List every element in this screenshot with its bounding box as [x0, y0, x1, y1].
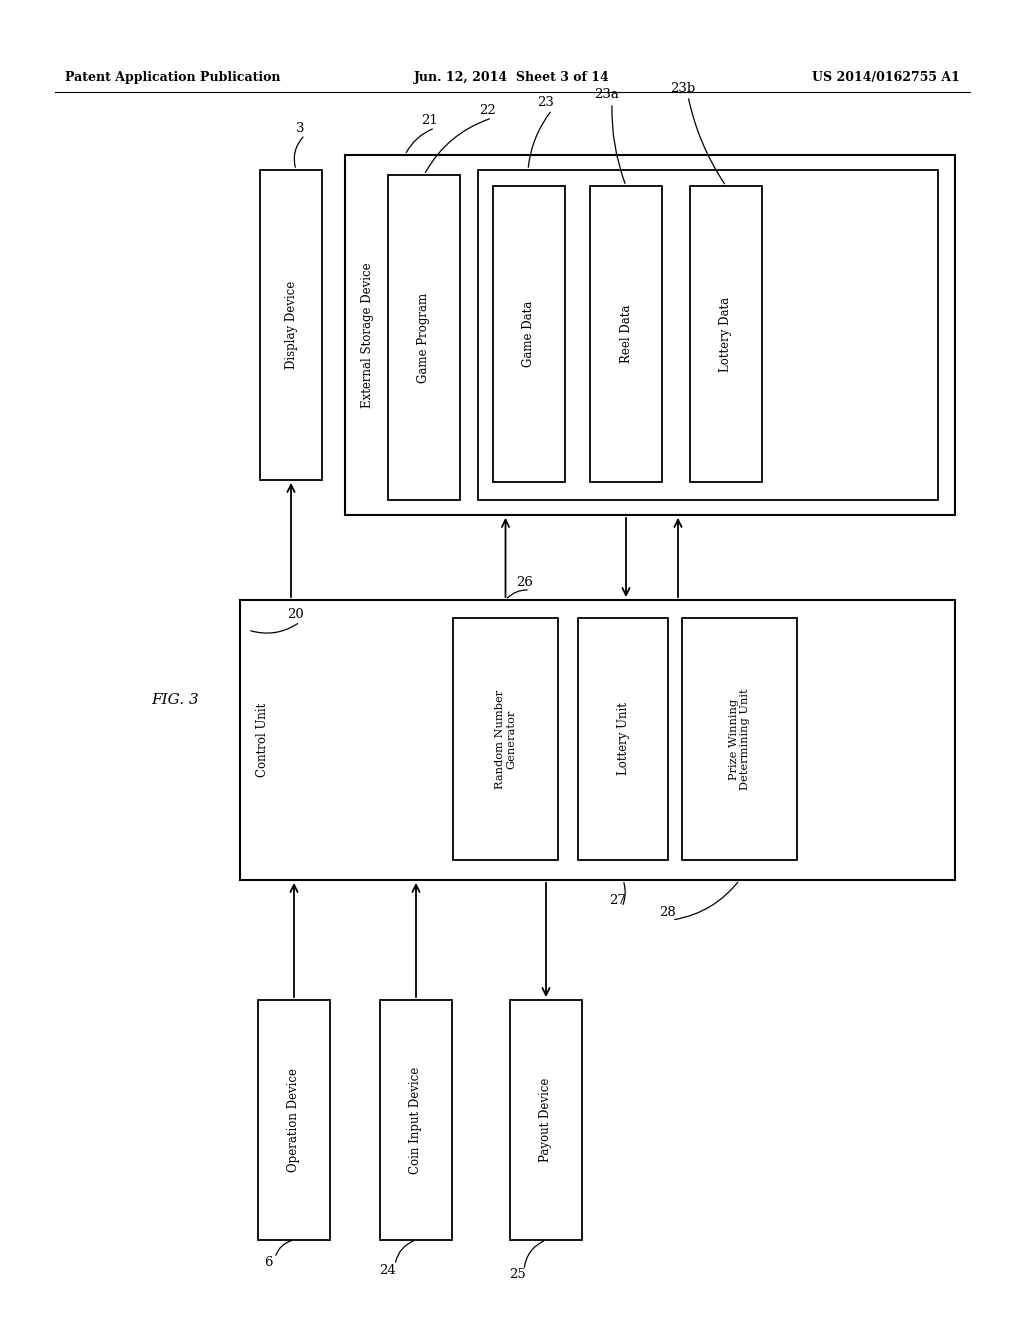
Text: 23a: 23a	[595, 88, 620, 102]
Text: 21: 21	[422, 114, 438, 127]
Bar	[493, 186, 565, 482]
Bar	[240, 601, 955, 880]
Text: 24: 24	[380, 1263, 396, 1276]
Bar	[260, 170, 322, 480]
Text: Payout Device: Payout Device	[540, 1078, 553, 1162]
Bar	[590, 186, 662, 482]
Text: 20: 20	[287, 609, 303, 622]
Bar	[682, 618, 797, 861]
Bar	[690, 186, 762, 482]
Bar	[258, 1001, 330, 1239]
Text: Game Program: Game Program	[418, 293, 430, 383]
Text: 26: 26	[516, 576, 534, 589]
Text: Reel Data: Reel Data	[620, 305, 633, 363]
Text: 23: 23	[538, 95, 554, 108]
Text: 28: 28	[659, 906, 677, 919]
Text: 23b: 23b	[671, 82, 695, 95]
Bar	[510, 1001, 582, 1239]
Text: 22: 22	[478, 103, 496, 116]
Text: Lottery Data: Lottery Data	[720, 297, 732, 371]
Text: 27: 27	[609, 894, 627, 907]
Text: Display Device: Display Device	[285, 281, 298, 370]
Text: Coin Input Device: Coin Input Device	[410, 1067, 423, 1173]
Text: Control Unit: Control Unit	[256, 702, 268, 777]
Bar	[453, 618, 558, 861]
Text: Random Number
Generator: Random Number Generator	[495, 689, 516, 788]
Text: Lottery Unit: Lottery Unit	[616, 702, 630, 775]
Text: FIG. 3: FIG. 3	[152, 693, 199, 708]
Text: Game Data: Game Data	[522, 301, 536, 367]
Bar	[478, 170, 938, 500]
Bar	[345, 154, 955, 515]
Text: Jun. 12, 2014  Sheet 3 of 14: Jun. 12, 2014 Sheet 3 of 14	[414, 71, 610, 84]
Text: 25: 25	[509, 1269, 525, 1282]
Text: 6: 6	[264, 1257, 272, 1270]
Text: External Storage Device: External Storage Device	[360, 263, 374, 408]
Bar	[578, 618, 668, 861]
Text: Prize Winning
Determining Unit: Prize Winning Determining Unit	[729, 688, 751, 789]
Text: 3: 3	[296, 121, 304, 135]
Bar	[388, 176, 460, 500]
Text: Operation Device: Operation Device	[288, 1068, 300, 1172]
Text: Patent Application Publication: Patent Application Publication	[65, 71, 281, 84]
Text: US 2014/0162755 A1: US 2014/0162755 A1	[812, 71, 961, 84]
Bar	[380, 1001, 452, 1239]
